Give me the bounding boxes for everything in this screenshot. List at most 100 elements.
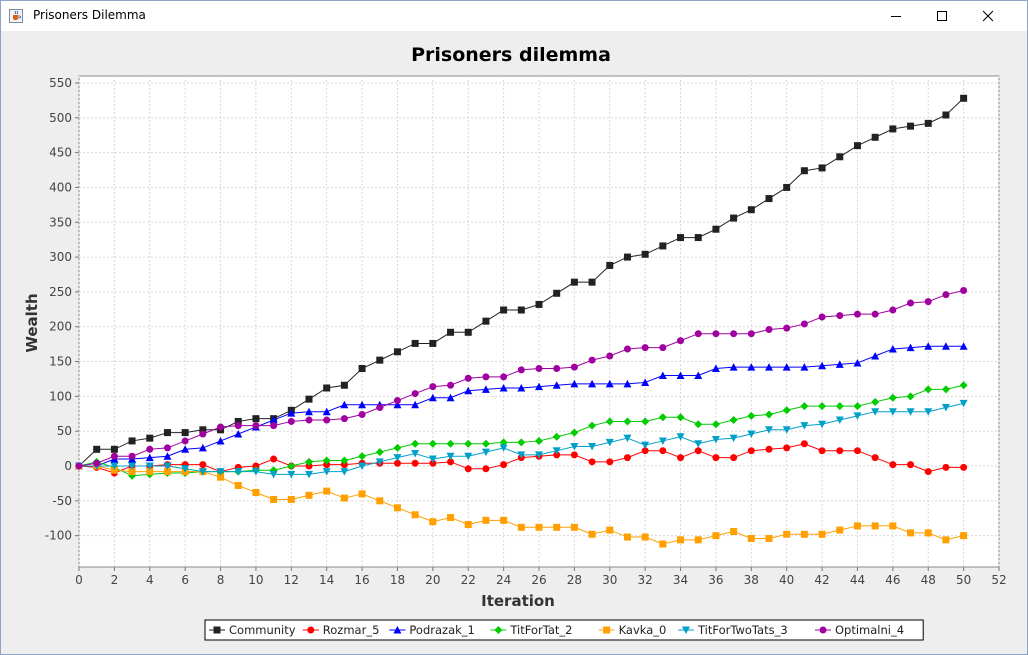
- legend-item: Rozmar_5: [302, 623, 379, 637]
- x-tick-label: 26: [531, 573, 546, 587]
- data-point: [818, 402, 827, 411]
- data-point: [428, 439, 437, 448]
- data-point: [447, 514, 455, 522]
- data-point: [765, 426, 773, 434]
- series-group: [75, 94, 968, 548]
- y-tick-label: 550: [49, 76, 72, 90]
- x-tick-label: 28: [567, 573, 582, 587]
- data-point: [110, 466, 118, 474]
- data-point: [711, 436, 720, 444]
- data-point: [783, 324, 791, 332]
- data-point: [500, 306, 508, 314]
- data-point: [146, 445, 154, 453]
- data-point: [623, 434, 632, 443]
- data-point: [676, 413, 685, 422]
- data-point: [924, 342, 933, 350]
- data-point: [128, 468, 136, 476]
- data-point: [270, 422, 278, 430]
- data-point: [782, 363, 791, 371]
- data-point: [482, 317, 490, 325]
- data-point: [623, 379, 632, 388]
- data-point: [924, 529, 932, 537]
- data-point: [694, 330, 702, 338]
- legend-frame: [204, 619, 924, 641]
- data-point: [217, 473, 225, 481]
- y-tick-label: -50: [52, 494, 72, 508]
- data-point: [606, 458, 614, 466]
- data-point: [765, 410, 773, 419]
- legend-item: Community: [209, 623, 296, 637]
- data-point: [730, 454, 738, 462]
- data-point: [163, 462, 172, 471]
- data-point: [800, 402, 809, 411]
- data-point: [606, 526, 614, 534]
- data-point: [606, 261, 614, 269]
- close-button[interactable]: [965, 1, 1011, 31]
- data-point: [942, 291, 950, 299]
- y-tick-label: 50: [57, 424, 72, 438]
- data-point: [730, 527, 738, 535]
- data-point: [464, 521, 472, 529]
- data-point: [712, 330, 720, 338]
- data-point: [907, 299, 915, 307]
- chart-panel: Prisoners dilemma -100 -50 0 50 100 150 200 250…: [9, 33, 1020, 647]
- data-point: [924, 298, 932, 306]
- data-point: [323, 487, 331, 495]
- data-point: [553, 451, 561, 459]
- data-point: [305, 491, 313, 499]
- maximize-button[interactable]: [919, 1, 965, 31]
- legend-label: TitForTat_2: [509, 623, 572, 637]
- data-point: [711, 420, 720, 429]
- data-point: [836, 153, 844, 161]
- data-point: [145, 462, 154, 471]
- x-tick-label: 32: [638, 573, 653, 587]
- data-point: [782, 406, 791, 415]
- data-point: [234, 429, 243, 438]
- data-point: [871, 351, 880, 360]
- data-point: [464, 374, 472, 382]
- data-point: [322, 468, 331, 476]
- data-point: [358, 410, 366, 418]
- title-bar[interactable]: Prisoners Dilemma: [1, 1, 1027, 31]
- data-point: [712, 454, 720, 462]
- minimize-button[interactable]: [873, 1, 919, 31]
- data-point: [818, 164, 826, 172]
- data-point: [747, 447, 755, 455]
- data-point: [447, 328, 455, 336]
- data-point: [287, 409, 296, 417]
- data-point: [358, 462, 367, 471]
- data-point: [676, 371, 685, 379]
- data-point: [340, 415, 348, 423]
- data-point: [305, 470, 313, 479]
- data-point: [853, 142, 861, 150]
- data-point: [747, 430, 756, 438]
- x-tick-label: 8: [217, 573, 225, 587]
- data-point: [677, 454, 685, 462]
- legend-label: TitForTwoTats_3: [697, 623, 788, 637]
- data-point: [199, 426, 207, 434]
- data-point: [588, 278, 596, 286]
- data-point: [110, 445, 118, 453]
- x-tick-label: 30: [602, 573, 617, 587]
- data-point: [800, 167, 808, 175]
- data-point: [393, 400, 402, 409]
- data-point: [199, 461, 207, 469]
- x-tick-label: 0: [75, 573, 83, 587]
- y-tick-label: 450: [49, 146, 72, 160]
- data-point: [464, 328, 472, 336]
- data-point: [269, 416, 278, 424]
- data-point: [393, 504, 401, 512]
- data-point: [181, 429, 189, 437]
- x-tick-label: 52: [991, 573, 1006, 587]
- data-point: [800, 320, 808, 328]
- data-point: [499, 444, 508, 452]
- data-point: [252, 422, 260, 430]
- x-tick-label: 12: [284, 573, 299, 587]
- data-point: [93, 459, 101, 467]
- data-point: [942, 536, 950, 544]
- data-point: [305, 462, 313, 470]
- data-point: [730, 214, 738, 222]
- y-tick-label: -100: [45, 529, 72, 543]
- data-point: [871, 408, 880, 416]
